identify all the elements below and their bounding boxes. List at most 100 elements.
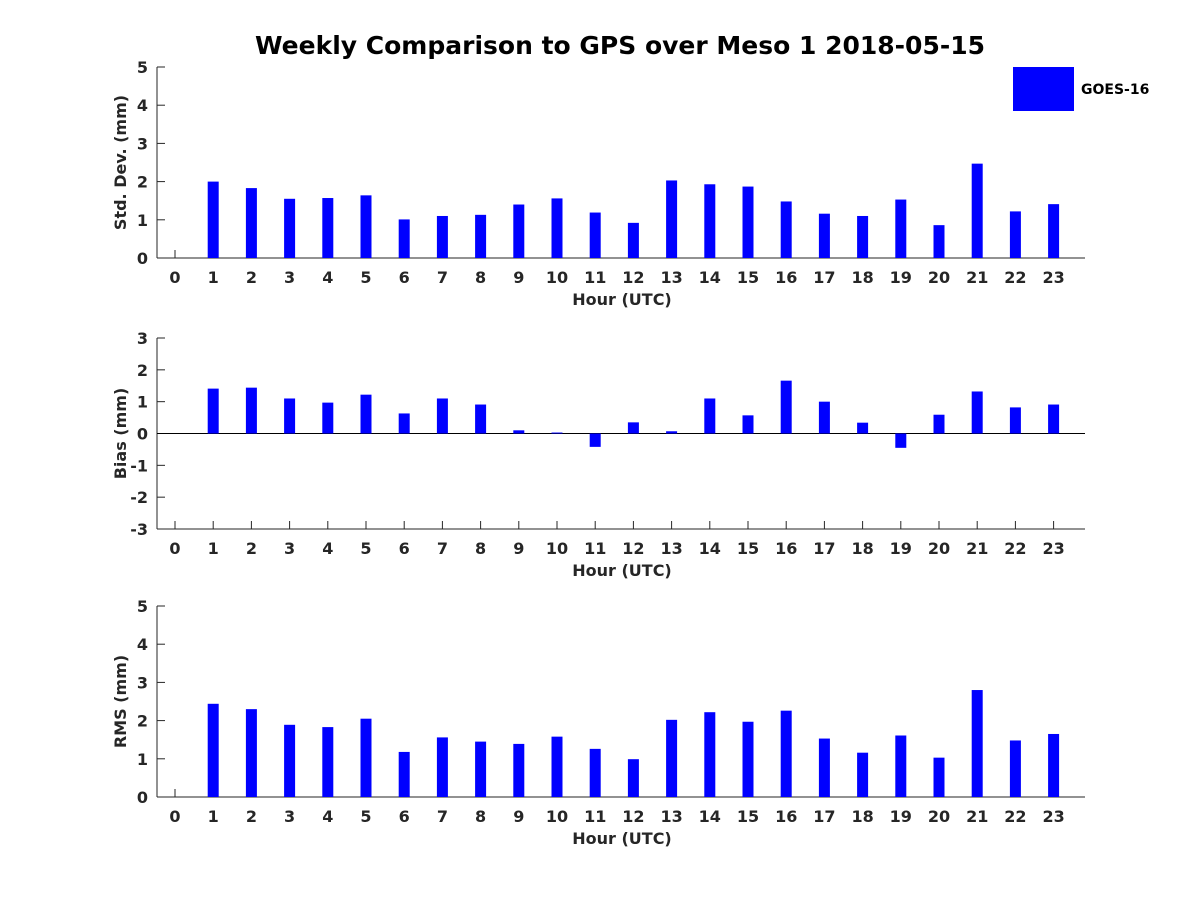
x-tick-label: 18 [851,539,873,558]
x-tick-label: 1 [208,807,219,826]
x-tick-label: 19 [890,268,912,287]
y-tick-label: 1 [137,750,148,769]
x-tick-label: 0 [169,807,180,826]
x-tick-label: 4 [322,268,333,287]
x-tick-label: 12 [622,807,644,826]
y-tick-label: 2 [137,712,148,731]
y-tick-label: 4 [137,635,148,654]
bar-hour-17 [818,213,830,258]
bar-hour-17 [818,738,830,797]
x-tick-label: 9 [513,539,524,558]
bar-hour-3 [284,398,296,434]
bar-hour-9 [513,430,525,434]
bar-hour-10 [551,736,563,797]
x-tick-label: 4 [322,539,333,558]
bar-hour-12 [627,422,639,434]
y-tick-label: 3 [137,134,148,153]
bar-hour-9 [513,743,525,797]
bar-hour-20 [933,225,945,258]
y-tick-label: 0 [137,788,148,807]
x-tick-label: 6 [399,539,410,558]
bar-hour-12 [627,759,639,797]
x-tick-label: 8 [475,539,486,558]
bar-hour-13 [666,719,678,797]
x-tick-label: 21 [966,807,988,826]
bar-hour-19 [895,735,907,797]
bar-hour-4 [322,727,334,797]
x-tick-label: 11 [584,807,606,826]
bar-hour-15 [742,415,754,434]
bar-hour-23 [1048,733,1060,797]
y-tick-label: 0 [137,425,148,444]
bar-hour-9 [513,204,525,258]
bar-hour-21 [971,690,983,797]
x-tick-label: 21 [966,539,988,558]
bar-hour-8 [475,404,487,434]
x-tick-label: 17 [813,807,835,826]
x-tick-label: 11 [584,268,606,287]
bar-hour-16 [780,201,792,258]
legend-swatch [1013,67,1074,111]
bar-hour-7 [436,398,448,434]
chart-title: Weekly Comparison to GPS over Meso 1 201… [255,31,985,60]
x-tick-label: 10 [546,807,568,826]
bar-hour-18 [857,422,869,434]
x-tick-label: 23 [1042,539,1064,558]
bar-hour-1 [207,703,219,797]
x-tick-label: 12 [622,539,644,558]
bar-hour-22 [1009,740,1021,797]
y-tick-label: 1 [137,211,148,230]
bar-hour-14 [704,712,716,797]
bar-hour-5 [360,718,372,797]
y-axis-label: RMS (mm) [111,655,130,748]
bar-hour-3 [284,724,296,797]
x-tick-label: 17 [813,268,835,287]
x-tick-label: 8 [475,807,486,826]
bar-hour-23 [1048,404,1060,434]
x-tick-label: 22 [1004,807,1026,826]
x-tick-label: 9 [513,268,524,287]
x-tick-label: 0 [169,539,180,558]
x-tick-label: 20 [928,268,950,287]
bar-hour-11 [589,212,601,258]
legend: GOES-16 [1013,67,1149,111]
x-tick-label: 13 [660,268,682,287]
bar-hour-21 [971,391,983,434]
bar-hour-20 [933,757,945,797]
x-tick-label: 5 [360,807,371,826]
x-tick-label: 8 [475,268,486,287]
bar-hour-16 [780,380,792,434]
x-tick-label: 4 [322,807,333,826]
bar-hour-4 [322,198,334,258]
bar-hour-14 [704,184,716,258]
bar-hour-15 [742,186,754,258]
x-tick-label: 22 [1004,539,1026,558]
bar-hour-5 [360,195,372,258]
bar-hour-23 [1048,204,1060,258]
bar-hour-13 [666,431,678,434]
bar-hour-22 [1009,407,1021,434]
y-axis-label: Bias (mm) [111,388,130,480]
x-tick-label: 9 [513,807,524,826]
y-tick-label: 2 [137,361,148,380]
bar-hour-6 [398,219,410,258]
bar-hour-13 [666,180,678,258]
bar-hour-18 [857,752,869,797]
bar-hour-8 [475,741,487,797]
x-tick-label: 3 [284,539,295,558]
x-tick-label: 3 [284,268,295,287]
x-tick-label: 7 [437,807,448,826]
x-tick-label: 22 [1004,268,1026,287]
x-tick-label: 23 [1042,268,1064,287]
y-tick-label: 5 [137,58,148,77]
y-tick-label: 1 [137,393,148,412]
bar-hour-16 [780,710,792,797]
x-tick-label: 1 [208,268,219,287]
x-axis-label: Hour (UTC) [572,829,672,848]
x-tick-label: 14 [699,268,721,287]
x-tick-label: 0 [169,268,180,287]
x-tick-label: 3 [284,807,295,826]
x-tick-label: 14 [699,539,721,558]
